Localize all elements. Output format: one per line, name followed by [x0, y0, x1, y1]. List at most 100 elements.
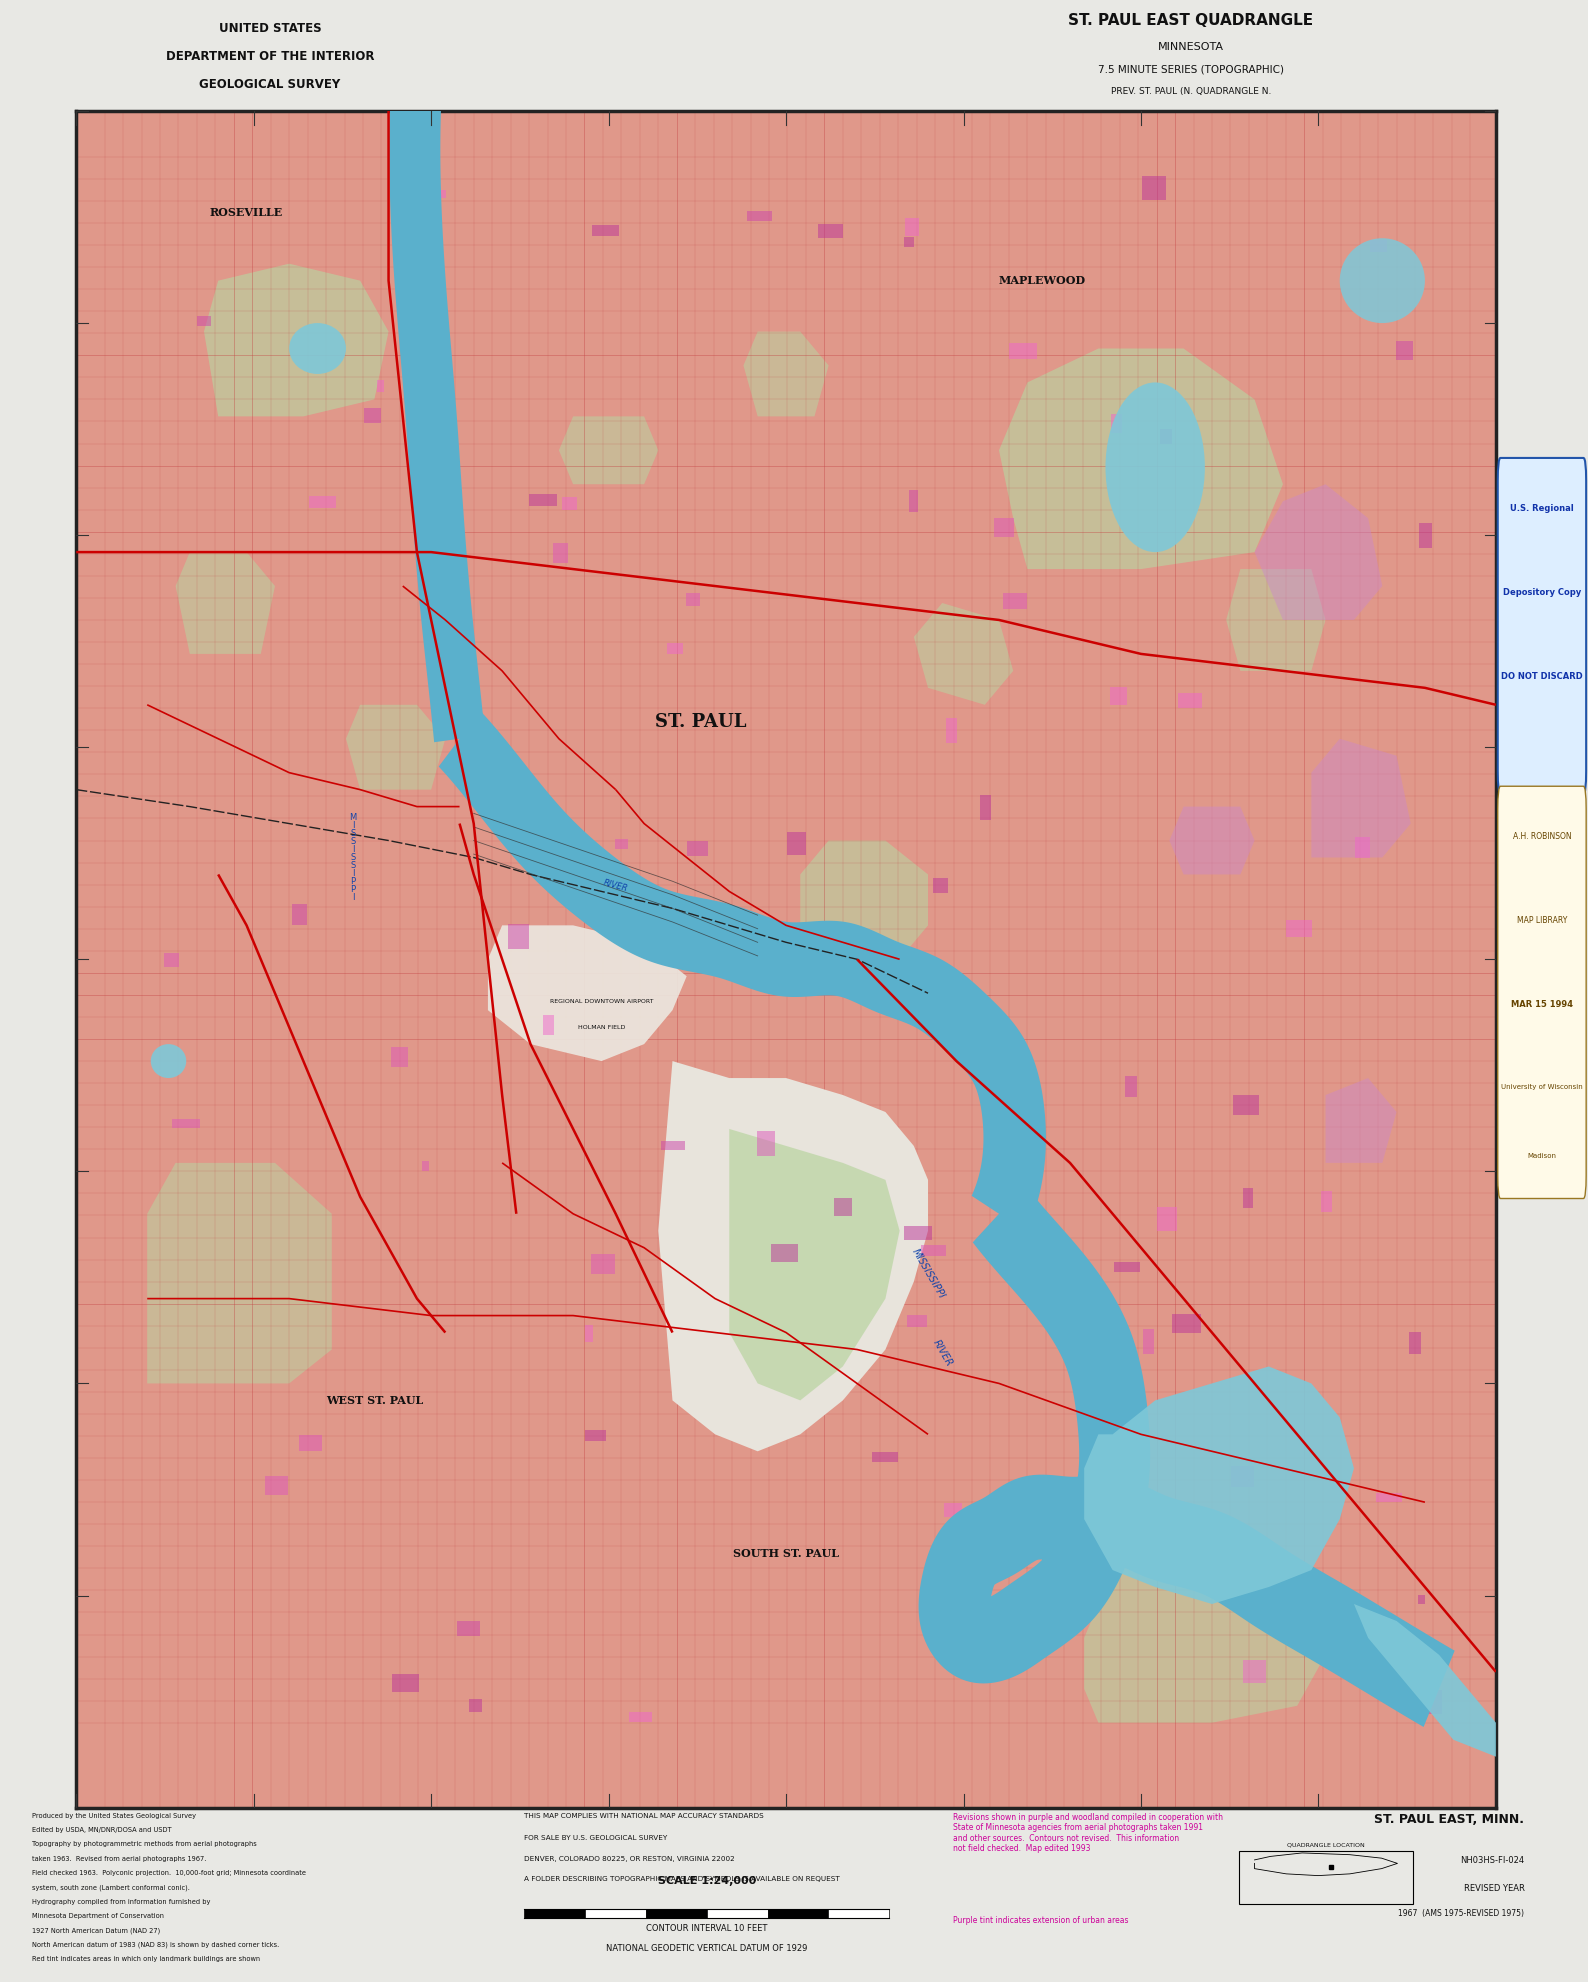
- Bar: [707, 1909, 767, 1919]
- Bar: [1234, 1094, 1259, 1114]
- Bar: [1375, 1492, 1402, 1502]
- Text: University of Wisconsin: University of Wisconsin: [1501, 1084, 1583, 1090]
- Text: Minnesota Department of Conservation: Minnesota Department of Conservation: [32, 1913, 164, 1919]
- Bar: [172, 1120, 200, 1128]
- Bar: [908, 490, 918, 513]
- Bar: [1420, 523, 1432, 549]
- Text: MAPLEWOOD: MAPLEWOOD: [997, 275, 1085, 285]
- Bar: [615, 838, 629, 850]
- Bar: [1161, 428, 1172, 444]
- Bar: [376, 381, 384, 392]
- Text: ST. PAUL EAST QUADRANGLE: ST. PAUL EAST QUADRANGLE: [1069, 14, 1313, 28]
- Text: DEPARTMENT OF THE INTERIOR: DEPARTMENT OF THE INTERIOR: [165, 50, 375, 63]
- Text: THIS MAP COMPLIES WITH NATIONAL MAP ACCURACY STANDARDS: THIS MAP COMPLIES WITH NATIONAL MAP ACCU…: [524, 1814, 764, 1819]
- Text: U.S. Regional: U.S. Regional: [1510, 503, 1574, 513]
- Bar: [1416, 1691, 1442, 1714]
- Text: Red tint indicates areas in which only landmark buildings are shown: Red tint indicates areas in which only l…: [32, 1956, 260, 1962]
- Text: REGIONAL DOWNTOWN AIRPORT: REGIONAL DOWNTOWN AIRPORT: [549, 999, 653, 1005]
- Text: MISSISSIPPI: MISSISSIPPI: [910, 1247, 946, 1300]
- Polygon shape: [659, 1060, 927, 1451]
- Bar: [977, 1001, 992, 1017]
- Polygon shape: [438, 712, 1046, 1231]
- Bar: [1097, 1314, 1120, 1332]
- Bar: [364, 408, 381, 422]
- Text: 7.5 MINUTE SERIES (TOPOGRAPHIC): 7.5 MINUTE SERIES (TOPOGRAPHIC): [1097, 63, 1285, 75]
- Text: taken 1963.  Revised from aerial photographs 1967.: taken 1963. Revised from aerial photogra…: [32, 1855, 206, 1861]
- Bar: [904, 1225, 932, 1241]
- Bar: [1112, 414, 1123, 434]
- Bar: [646, 1909, 707, 1919]
- Bar: [1110, 688, 1127, 706]
- Polygon shape: [176, 553, 275, 654]
- Polygon shape: [918, 1185, 1455, 1726]
- Text: ROSEVILLE: ROSEVILLE: [210, 208, 283, 218]
- Bar: [945, 1502, 961, 1516]
- Bar: [524, 1909, 584, 1919]
- Polygon shape: [800, 840, 927, 959]
- Bar: [767, 1909, 829, 1919]
- Text: REVISED YEAR: REVISED YEAR: [1464, 1885, 1524, 1893]
- Bar: [770, 1245, 797, 1263]
- Bar: [586, 1324, 592, 1342]
- Bar: [562, 497, 576, 511]
- Polygon shape: [1085, 1536, 1326, 1722]
- Text: North American datum of 1983 (NAD 83) is shown by dashed corner ticks.: North American datum of 1983 (NAD 83) is…: [32, 1942, 279, 1948]
- Bar: [1369, 240, 1386, 252]
- Polygon shape: [1085, 1366, 1355, 1603]
- Bar: [421, 1161, 429, 1171]
- Text: Topography by photogrammetric methods from aerial photographs: Topography by photogrammetric methods fr…: [32, 1841, 257, 1847]
- Bar: [457, 1621, 480, 1635]
- Polygon shape: [999, 349, 1283, 569]
- Text: PREV. ST. PAUL (N. QUADRANGLE N.: PREV. ST. PAUL (N. QUADRANGLE N.: [1112, 87, 1270, 95]
- Text: NH03HS-FI-024: NH03HS-FI-024: [1461, 1857, 1524, 1865]
- Bar: [1143, 1330, 1154, 1354]
- Text: FOR SALE BY U.S. GEOLOGICAL SURVEY: FOR SALE BY U.S. GEOLOGICAL SURVEY: [524, 1835, 667, 1841]
- Bar: [292, 904, 306, 926]
- Text: Depository Copy: Depository Copy: [1502, 589, 1582, 597]
- Bar: [392, 1675, 419, 1691]
- Polygon shape: [743, 331, 829, 416]
- Text: MAR 15 1994: MAR 15 1994: [1510, 1001, 1574, 1009]
- Bar: [611, 912, 632, 926]
- Bar: [757, 1130, 775, 1156]
- Bar: [1172, 1314, 1201, 1332]
- Text: QUADRANGLE LOCATION: QUADRANGLE LOCATION: [1288, 1843, 1364, 1847]
- Bar: [932, 878, 948, 894]
- Bar: [905, 218, 919, 236]
- Bar: [1355, 836, 1369, 858]
- Ellipse shape: [289, 323, 346, 375]
- Bar: [421, 551, 441, 575]
- Polygon shape: [148, 1163, 332, 1383]
- Text: RIVER: RIVER: [931, 1338, 954, 1368]
- Text: Produced by the United States Geological Survey: Produced by the United States Geological…: [32, 1814, 195, 1819]
- Text: SOUTH ST. PAUL: SOUTH ST. PAUL: [734, 1548, 838, 1558]
- Text: DO NOT DISCARD: DO NOT DISCARD: [1501, 672, 1583, 680]
- Bar: [1396, 341, 1413, 361]
- Text: SCALE 1:24,000: SCALE 1:24,000: [657, 1877, 756, 1887]
- Bar: [1167, 1554, 1186, 1566]
- Text: DENVER, COLORADO 80225, OR RESTON, VIRGINIA 22002: DENVER, COLORADO 80225, OR RESTON, VIRGI…: [524, 1857, 735, 1863]
- Bar: [1231, 1467, 1253, 1486]
- Bar: [872, 1453, 897, 1463]
- Bar: [310, 496, 335, 507]
- Ellipse shape: [151, 1045, 186, 1078]
- Polygon shape: [559, 416, 659, 484]
- Bar: [553, 543, 567, 563]
- Text: GEOLOGICAL SURVEY: GEOLOGICAL SURVEY: [200, 77, 340, 91]
- Bar: [829, 1909, 889, 1919]
- Bar: [197, 317, 211, 327]
- Text: A.H. ROBINSON: A.H. ROBINSON: [1513, 832, 1571, 840]
- Bar: [529, 494, 557, 505]
- Bar: [584, 1909, 646, 1919]
- Text: Field checked 1963.  Polyconic projection.  10,000-foot grid; Minnesota coordina: Field checked 1963. Polyconic projection…: [32, 1871, 306, 1877]
- Bar: [592, 224, 619, 236]
- Bar: [1156, 1207, 1177, 1231]
- Bar: [661, 1142, 684, 1150]
- Ellipse shape: [1340, 238, 1424, 323]
- FancyBboxPatch shape: [1497, 787, 1586, 1199]
- FancyBboxPatch shape: [1497, 458, 1586, 795]
- Polygon shape: [346, 706, 445, 789]
- Bar: [748, 212, 772, 222]
- Text: A FOLDER DESCRIBING TOPOGRAPHIC MAPS AND SYMBOLS IS AVAILABLE ON REQUEST: A FOLDER DESCRIBING TOPOGRAPHIC MAPS AND…: [524, 1875, 840, 1881]
- Bar: [921, 1245, 946, 1255]
